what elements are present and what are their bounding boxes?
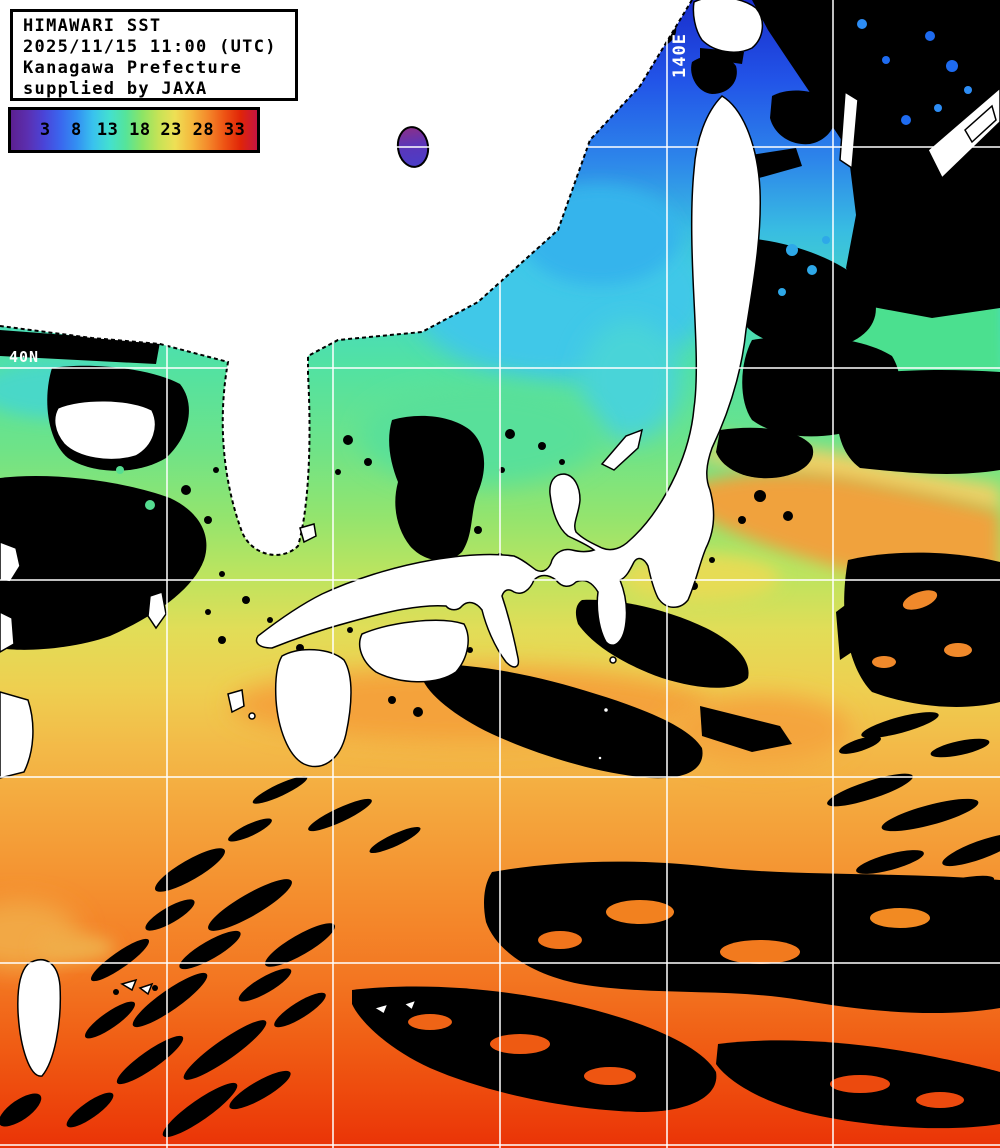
- no-data-boundary: [0, 0, 693, 556]
- colorbar-tick-label: 13: [96, 120, 119, 140]
- colorbar-tick-label: 33: [223, 120, 246, 140]
- title-datetime: 2025/11/15 11:00 (UTC): [23, 37, 277, 57]
- info-box: HIMAWARI SST 2025/11/15 11:00 (UTC) Kana…: [10, 9, 298, 101]
- land-hokkaido: [692, 0, 764, 53]
- land-tsushima: [147, 591, 167, 630]
- cloud-south-of-kii: [421, 664, 703, 779]
- cloud-gap-specks: [778, 19, 972, 296]
- land-oki: [299, 523, 317, 544]
- land-korea-edge: [0, 541, 21, 583]
- cloud-band-south-1: [484, 861, 1000, 1014]
- land-honshu: [255, 95, 762, 668]
- title-region: Kanagawa Prefecture: [23, 58, 243, 78]
- title-credit: supplied by JAXA: [23, 79, 208, 99]
- colorbar-tick-label: 3: [39, 120, 51, 140]
- cloud-streaks-mid-pacific: [145, 773, 1000, 1002]
- land-sado: [600, 428, 644, 471]
- land-izu-island: [609, 656, 617, 664]
- meridian-label-140e: 140E: [670, 33, 690, 78]
- colorbar-tick-label: 28: [192, 120, 215, 140]
- colorbar: 3 8 13 18 23 28 33: [8, 107, 260, 153]
- colorbar-tick-label: 8: [71, 120, 82, 140]
- colorbar-tick-label: 18: [129, 120, 151, 140]
- cloud-sea-of-japan: [389, 415, 485, 561]
- cloud-northeast-block: [752, 0, 1000, 318]
- no-data-patch-sea-of-japan: [53, 400, 157, 461]
- parallel-label-40n: 40N: [9, 348, 40, 366]
- title-product: HIMAWARI SST: [23, 16, 162, 36]
- land-kyushu: [274, 648, 352, 768]
- land-shikoku: [358, 619, 469, 683]
- land-taiwan: [17, 959, 62, 1077]
- cloud-holes: [116, 466, 972, 1108]
- colorbar-tick-label: 23: [160, 120, 182, 140]
- colorbar-scale: 3 8 13 18 23 28 33: [11, 110, 257, 150]
